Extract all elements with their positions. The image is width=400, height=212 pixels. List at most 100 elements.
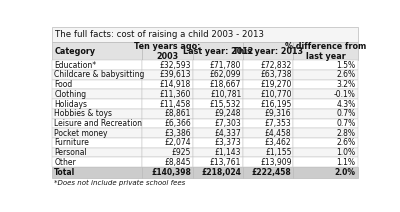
Text: £18,667: £18,667 bbox=[210, 80, 241, 89]
Bar bbox=[294, 80, 358, 89]
Bar bbox=[193, 138, 243, 148]
Text: Furniture: Furniture bbox=[54, 138, 89, 147]
Text: £4,458: £4,458 bbox=[265, 129, 292, 138]
Bar bbox=[243, 42, 294, 60]
Text: £10,770: £10,770 bbox=[260, 90, 292, 99]
Bar bbox=[142, 109, 193, 119]
Bar bbox=[294, 109, 358, 119]
Bar bbox=[52, 119, 142, 128]
Text: £2,074: £2,074 bbox=[164, 138, 191, 147]
Text: £222,458: £222,458 bbox=[252, 168, 292, 177]
Text: £8,861: £8,861 bbox=[164, 109, 191, 118]
Bar bbox=[142, 167, 193, 178]
Bar bbox=[142, 119, 193, 128]
Bar bbox=[193, 60, 243, 70]
Text: £1,155: £1,155 bbox=[265, 148, 292, 157]
Text: £39,613: £39,613 bbox=[160, 70, 191, 80]
Bar bbox=[243, 99, 294, 109]
Bar bbox=[52, 128, 142, 138]
Text: £9,248: £9,248 bbox=[215, 109, 241, 118]
Text: £8,845: £8,845 bbox=[164, 158, 191, 167]
Text: % difference from
last year: % difference from last year bbox=[285, 42, 366, 61]
Text: 0.7%: 0.7% bbox=[336, 119, 356, 128]
Text: Food: Food bbox=[54, 80, 72, 89]
Text: £10,781: £10,781 bbox=[210, 90, 241, 99]
Bar bbox=[52, 89, 142, 99]
Bar bbox=[52, 148, 142, 157]
Text: Other: Other bbox=[54, 158, 76, 167]
Text: £19,270: £19,270 bbox=[260, 80, 292, 89]
Text: £1,143: £1,143 bbox=[215, 148, 241, 157]
Text: 2.8%: 2.8% bbox=[337, 129, 356, 138]
Bar bbox=[294, 119, 358, 128]
Bar bbox=[294, 157, 358, 167]
Bar bbox=[243, 119, 294, 128]
Bar bbox=[243, 167, 294, 178]
Bar bbox=[52, 99, 142, 109]
Text: £925: £925 bbox=[172, 148, 191, 157]
Text: £7,353: £7,353 bbox=[265, 119, 292, 128]
Text: £9,316: £9,316 bbox=[265, 109, 292, 118]
Bar bbox=[243, 148, 294, 157]
Text: 4.3%: 4.3% bbox=[336, 99, 356, 109]
Bar bbox=[243, 109, 294, 119]
Text: £62,099: £62,099 bbox=[210, 70, 241, 80]
Bar bbox=[142, 128, 193, 138]
Text: Holidays: Holidays bbox=[54, 99, 87, 109]
Text: £3,462: £3,462 bbox=[265, 138, 292, 147]
Text: £71,780: £71,780 bbox=[210, 61, 241, 70]
Text: -0.1%: -0.1% bbox=[334, 90, 356, 99]
Bar bbox=[193, 148, 243, 157]
Text: Ten years ago:
2003: Ten years ago: 2003 bbox=[134, 42, 201, 61]
Bar bbox=[294, 138, 358, 148]
Bar bbox=[52, 157, 142, 167]
Text: £14,918: £14,918 bbox=[160, 80, 191, 89]
Text: £3,386: £3,386 bbox=[164, 129, 191, 138]
Text: £63,738: £63,738 bbox=[260, 70, 292, 80]
Text: 0.7%: 0.7% bbox=[336, 109, 356, 118]
Bar bbox=[52, 42, 142, 60]
Text: £11,360: £11,360 bbox=[160, 90, 191, 99]
Bar bbox=[142, 99, 193, 109]
Bar bbox=[142, 42, 193, 60]
Bar bbox=[193, 119, 243, 128]
Bar bbox=[243, 89, 294, 99]
Bar bbox=[52, 167, 142, 178]
Bar bbox=[193, 42, 243, 60]
Text: £7,303: £7,303 bbox=[214, 119, 241, 128]
Text: £13,761: £13,761 bbox=[210, 158, 241, 167]
Text: 1.5%: 1.5% bbox=[336, 61, 356, 70]
Text: 1.1%: 1.1% bbox=[337, 158, 356, 167]
Bar bbox=[52, 109, 142, 119]
Bar bbox=[52, 27, 358, 42]
Text: £140,398: £140,398 bbox=[151, 168, 191, 177]
Bar bbox=[193, 157, 243, 167]
Text: *Does not include private school fees: *Does not include private school fees bbox=[54, 180, 185, 186]
Bar bbox=[294, 42, 358, 60]
Text: £218,024: £218,024 bbox=[201, 168, 241, 177]
Text: £32,593: £32,593 bbox=[160, 61, 191, 70]
Text: £72,832: £72,832 bbox=[260, 61, 292, 70]
Bar bbox=[142, 80, 193, 89]
Text: 1.0%: 1.0% bbox=[336, 148, 356, 157]
Text: £3,373: £3,373 bbox=[214, 138, 241, 147]
Bar bbox=[294, 99, 358, 109]
Text: Pocket money: Pocket money bbox=[54, 129, 108, 138]
Bar bbox=[243, 157, 294, 167]
Text: This year: 2013: This year: 2013 bbox=[233, 47, 303, 56]
Bar bbox=[142, 157, 193, 167]
Bar bbox=[52, 70, 142, 80]
Bar bbox=[142, 148, 193, 157]
Text: £4,337: £4,337 bbox=[214, 129, 241, 138]
Text: Category: Category bbox=[54, 47, 96, 56]
Bar bbox=[142, 138, 193, 148]
Bar bbox=[52, 80, 142, 89]
Bar bbox=[193, 80, 243, 89]
Bar bbox=[52, 60, 142, 70]
Text: 3.2%: 3.2% bbox=[336, 80, 356, 89]
Bar bbox=[243, 60, 294, 70]
Bar bbox=[294, 167, 358, 178]
Text: Leisure and Recreation: Leisure and Recreation bbox=[54, 119, 142, 128]
Bar bbox=[193, 109, 243, 119]
Text: The full facts: cost of raising a child 2003 - 2013: The full facts: cost of raising a child … bbox=[55, 30, 264, 39]
